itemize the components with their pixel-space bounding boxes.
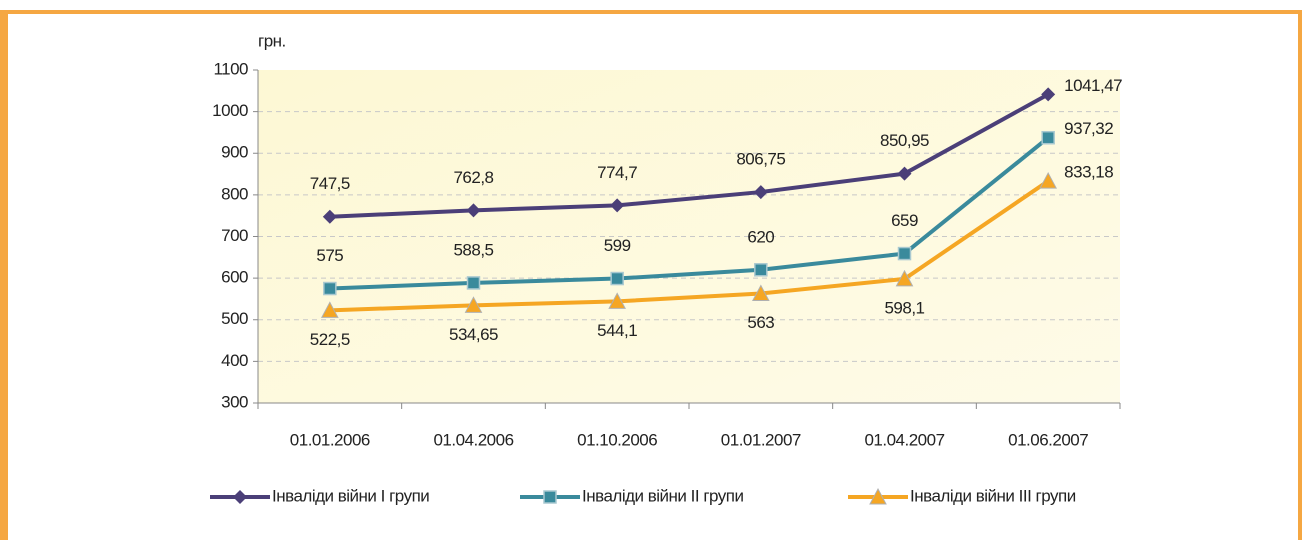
series-marker xyxy=(897,246,912,261)
data-label: 659 xyxy=(891,211,918,230)
series-line xyxy=(329,92,1050,219)
x-tick-label: 01.04.2006 xyxy=(433,430,513,449)
data-label: 774,7 xyxy=(597,163,637,182)
data-label: 833,18 xyxy=(1064,163,1113,182)
legend-label: Інваліди війни ІІ групи xyxy=(582,486,744,505)
data-label: 620 xyxy=(747,227,774,246)
series-marker xyxy=(753,185,768,200)
series-marker xyxy=(464,296,483,313)
y-axis-label: грн. xyxy=(258,31,286,50)
data-label: 544,1 xyxy=(597,321,637,340)
legend-marker xyxy=(869,487,887,505)
series-marker xyxy=(610,198,625,213)
y-tick-label: 900 xyxy=(221,143,248,162)
data-label: 598,1 xyxy=(884,298,924,317)
data-label: 563 xyxy=(747,313,774,332)
series-line xyxy=(329,179,1050,313)
series-marker xyxy=(1041,130,1055,145)
data-label: 747,5 xyxy=(310,174,350,193)
y-tick-label: 600 xyxy=(221,268,248,287)
y-tick-label: 400 xyxy=(221,351,248,370)
series-marker xyxy=(466,276,481,290)
y-tick-label: 800 xyxy=(221,184,248,203)
series-marker xyxy=(466,203,481,218)
data-label: 588,5 xyxy=(453,240,493,259)
series-marker xyxy=(1041,87,1056,102)
series-marker xyxy=(321,301,339,318)
series-marker xyxy=(323,281,337,296)
data-label: 599 xyxy=(604,236,631,255)
data-label: 522,5 xyxy=(310,330,350,349)
series-marker xyxy=(608,292,627,309)
y-tick-label: 500 xyxy=(221,309,248,328)
legend-label: Інваліди війни І групи xyxy=(272,486,429,505)
y-tick-label: 700 xyxy=(221,226,248,245)
data-label: 850,95 xyxy=(880,131,929,150)
x-tick-label: 01.10.2006 xyxy=(577,430,657,449)
data-label: 937,32 xyxy=(1064,119,1113,138)
series-marker xyxy=(610,271,624,286)
y-tick-label: 1100 xyxy=(213,59,248,78)
frame xyxy=(0,10,1302,540)
legend-marker xyxy=(543,490,557,504)
series-marker xyxy=(322,209,337,224)
data-label: 762,8 xyxy=(453,168,493,187)
x-tick-label: 01.04.2007 xyxy=(864,430,944,449)
plot-area xyxy=(258,70,1120,403)
legend-marker xyxy=(233,490,247,504)
series-marker xyxy=(1039,172,1057,189)
y-tick-label: 300 xyxy=(221,392,248,411)
data-label: 806,75 xyxy=(736,150,785,169)
series-marker xyxy=(897,166,912,181)
data-label: 575 xyxy=(316,246,343,265)
x-tick-label: 01.01.2007 xyxy=(721,430,801,449)
series-marker xyxy=(895,269,914,287)
y-tick-label: 1000 xyxy=(212,101,248,120)
x-tick-label: 01.06.2007 xyxy=(1008,430,1088,449)
series-marker xyxy=(754,263,768,277)
x-tick-label: 01.01.2006 xyxy=(290,430,370,449)
data-label: 1041,47 xyxy=(1064,76,1122,95)
series-line xyxy=(329,136,1050,291)
data-label: 534,65 xyxy=(449,325,498,344)
legend-label: Інваліди війни ІІІ групи xyxy=(910,486,1076,505)
series-marker xyxy=(751,284,770,302)
